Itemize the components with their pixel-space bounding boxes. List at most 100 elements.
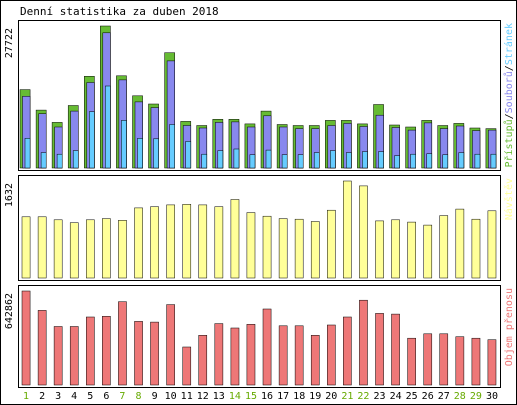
x-tick-label: 14 (229, 391, 241, 402)
bar-n-v-t-v-11 (182, 204, 192, 279)
panel-frame (18, 175, 501, 281)
bar-str-nek-18 (297, 154, 304, 169)
bar-objem-p-enosu-28 (455, 336, 465, 386)
bar-objem-p-enosu-20 (327, 324, 336, 386)
y-max-label: 1632 (4, 183, 15, 207)
bar-str-nek-1 (24, 138, 31, 169)
x-tick-label: 24 (390, 391, 402, 402)
panel-traffic: 642862 Objem přenosu (4, 285, 515, 388)
bar-str-nek-13 (217, 150, 224, 169)
x-tick-label: 27 (438, 391, 450, 402)
bar-str-nek-11 (185, 141, 192, 169)
x-tick-label: 22 (357, 391, 369, 402)
bar-str-nek-16 (265, 149, 272, 169)
bar-objem-p-enosu-14 (230, 327, 240, 386)
legend: Objem přenosu (503, 288, 515, 366)
bar-n-v-t-v-4 (69, 222, 79, 279)
bar-str-nek-8 (137, 138, 143, 169)
bar-objem-p-enosu-16 (262, 308, 272, 386)
bar-objem-p-enosu-17 (278, 325, 288, 386)
bar-n-v-t-v-21 (343, 180, 352, 279)
bar-n-v-t-v-30 (487, 210, 497, 279)
bar-n-v-t-v-13 (214, 206, 224, 279)
bar-objem-p-enosu-5 (86, 316, 95, 386)
panel-visits: 1632 Návštěv (4, 175, 515, 281)
legend-entry: Stránek (503, 23, 515, 65)
x-tick-label: 7 (119, 391, 125, 402)
bar-objem-p-enosu-1 (21, 290, 31, 386)
bar-str-nek-21 (346, 152, 352, 169)
bar-n-v-t-v-18 (294, 218, 304, 279)
bar-objem-p-enosu-26 (423, 333, 433, 386)
bar-str-nek-28 (458, 152, 465, 169)
bar-n-v-t-v-26 (423, 224, 433, 279)
x-tick-label: 23 (373, 391, 385, 402)
bar-n-v-t-v-24 (391, 219, 400, 279)
bar-objem-p-enosu-3 (53, 326, 63, 386)
bar-str-nek-4 (72, 150, 79, 169)
bar-n-v-t-v-9 (150, 206, 159, 279)
bar-str-nek-12 (201, 153, 208, 169)
x-tick-label: 5 (87, 391, 93, 402)
x-tick-label: 2 (39, 391, 45, 402)
x-tick-label: 29 (470, 391, 482, 402)
bar-str-nek-20 (330, 150, 336, 169)
bar-n-v-t-v-3 (53, 219, 63, 279)
bar-n-v-t-v-16 (262, 215, 272, 279)
legend-entry: Přístupů (503, 119, 515, 167)
bar-str-nek-14 (233, 148, 240, 169)
bar-str-nek-26 (426, 153, 433, 169)
legend: Návštěv (503, 178, 515, 220)
bar-objem-p-enosu-7 (118, 301, 127, 386)
x-tick-label: 17 (277, 391, 289, 402)
bar-n-v-t-v-1 (21, 216, 31, 279)
bar-str-nek-9 (153, 138, 159, 169)
bar-n-v-t-v-7 (118, 220, 127, 279)
legend-entry: / (504, 65, 515, 71)
bar-n-v-t-v-25 (407, 221, 416, 279)
panel-frame (18, 20, 501, 171)
bar-n-v-t-v-5 (86, 219, 95, 279)
legend-entry: / (504, 113, 515, 119)
x-tick-label: 25 (406, 391, 418, 402)
x-tick-label: 16 (261, 391, 273, 402)
legend-entry: Objem přenosu (503, 288, 515, 366)
bar-str-nek-24 (394, 155, 400, 169)
x-tick-label: 8 (135, 391, 141, 402)
y-max-label: 27722 (4, 28, 15, 58)
x-tick-label: 15 (245, 391, 257, 402)
x-tick-label: 21 (341, 391, 353, 402)
bar-str-nek-22 (362, 151, 368, 169)
x-tick-label: 4 (71, 391, 77, 402)
bar-objem-p-enosu-23 (375, 313, 384, 386)
bar-n-v-t-v-15 (246, 212, 256, 279)
bar-str-nek-30 (490, 153, 497, 169)
x-tick-label: 30 (486, 391, 498, 402)
bar-n-v-t-v-14 (230, 199, 240, 279)
bar-n-v-t-v-19 (310, 221, 320, 279)
legend-entry: Souborů (503, 71, 515, 113)
bar-str-nek-5 (89, 111, 95, 169)
bar-objem-p-enosu-18 (294, 325, 304, 386)
bar-n-v-t-v-29 (471, 218, 481, 279)
bar-objem-p-enosu-8 (134, 321, 143, 386)
x-tick-label: 9 (152, 391, 158, 402)
bar-str-nek-6 (105, 85, 111, 169)
legend: Přístupů/Souborů/Stránek (503, 23, 515, 168)
bar-str-nek-17 (281, 154, 288, 169)
bar-str-nek-2 (40, 152, 47, 169)
bar-objem-p-enosu-25 (407, 337, 416, 386)
panel-frame (18, 285, 501, 388)
bar-str-nek-10 (169, 124, 175, 169)
bar-n-v-t-v-23 (375, 220, 384, 279)
bar-str-nek-7 (121, 120, 127, 169)
bar-objem-p-enosu-6 (102, 316, 111, 386)
bar-str-nek-23 (378, 151, 384, 169)
bar-str-nek-19 (313, 152, 320, 169)
bar-str-nek-25 (410, 153, 416, 169)
bar-objem-p-enosu-30 (487, 339, 497, 386)
bar-n-v-t-v-12 (198, 204, 208, 279)
bar-str-nek-27 (442, 154, 449, 169)
